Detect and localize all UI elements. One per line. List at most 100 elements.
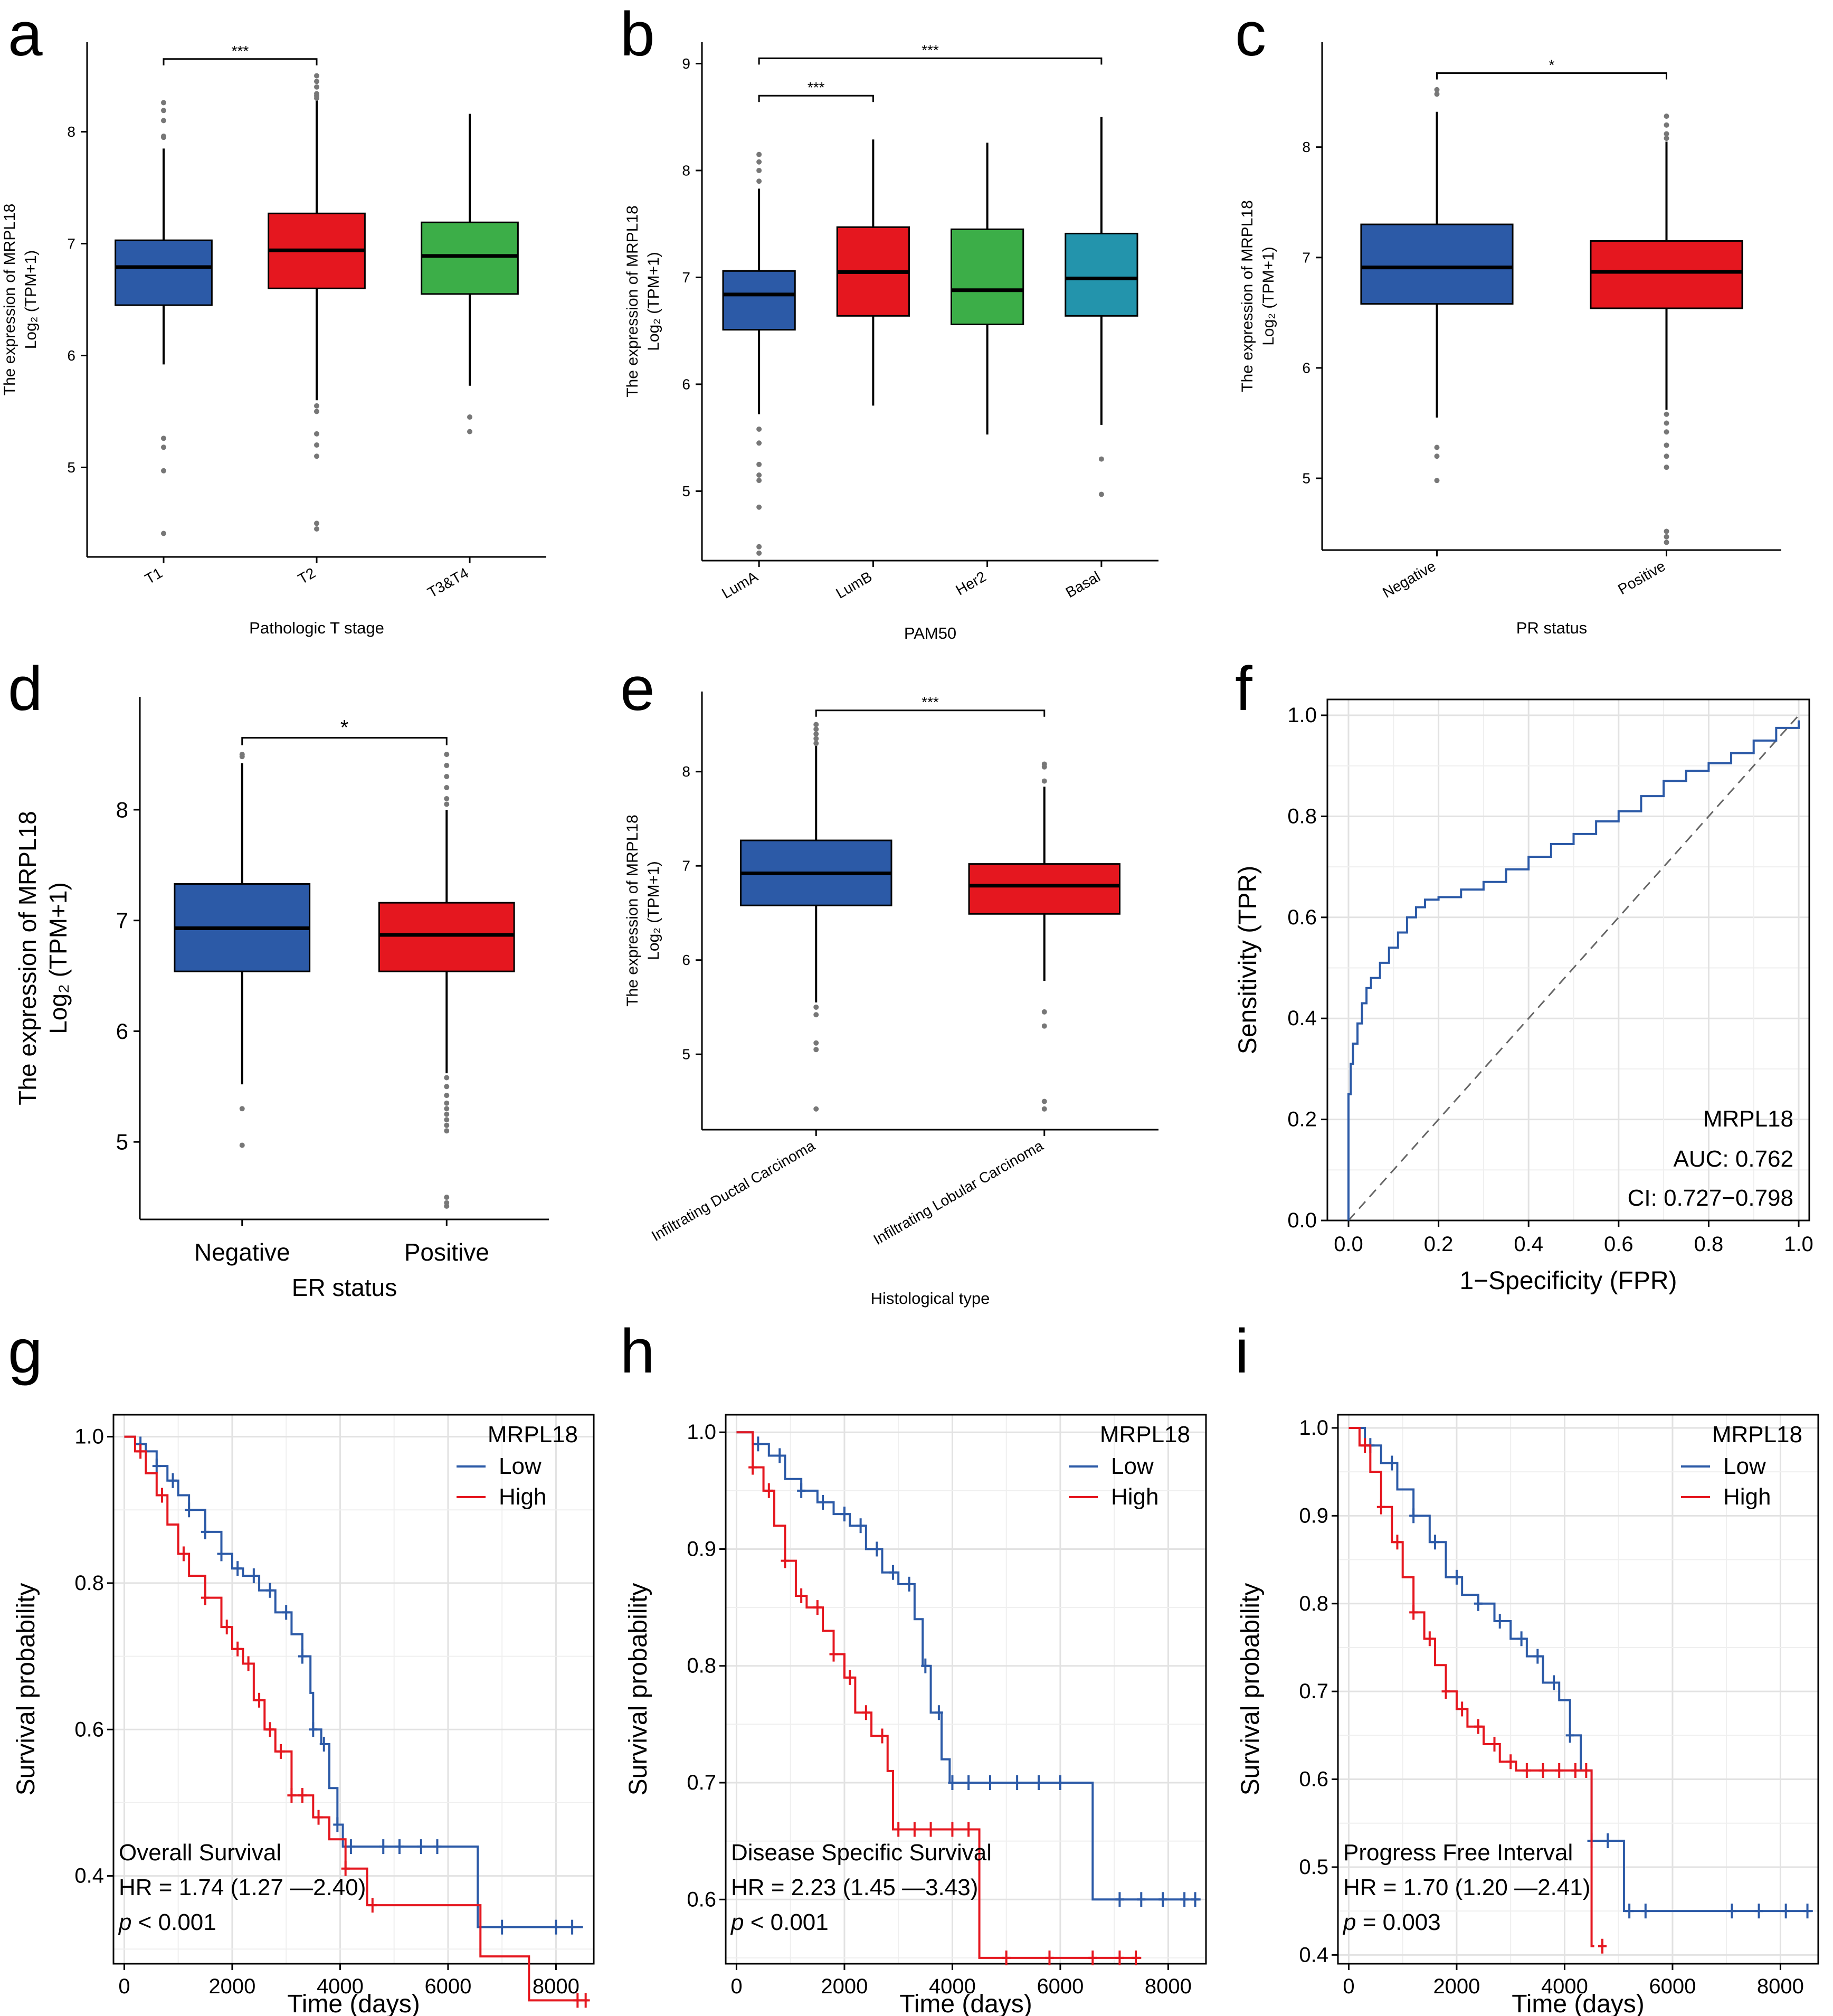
- significance-label: *: [1549, 57, 1555, 73]
- outlier-point: [161, 436, 166, 441]
- x-tick-label: 8000: [533, 1975, 580, 1998]
- box-basal: [1065, 232, 1138, 317]
- y-tick-label: 5: [1302, 470, 1310, 487]
- outlier-point: [1098, 491, 1104, 497]
- significance-label: ***: [232, 43, 249, 59]
- outlier-point: [1041, 1009, 1047, 1015]
- box-her2: [951, 228, 1024, 326]
- outlier-point: [444, 774, 450, 780]
- panel-h: h 0 2000 4000 6000 8000 0.6 0.7 0.8 0.9 1.0 Time (d…: [620, 1317, 1207, 2016]
- outlier-point: [314, 91, 319, 97]
- box-t1: [115, 239, 213, 306]
- panel-e: e 5 6 7 8 Infiltrating Ductal Carcinoma Infilt…: [620, 654, 1158, 1308]
- outlier-point: [444, 1200, 450, 1206]
- outlier-point: [239, 1142, 245, 1148]
- x-tick-label: Negative: [1380, 557, 1438, 601]
- y-tick-label: 9: [682, 55, 690, 72]
- panel-b: b 5 6 7 8 9 LumA LumB Her2 Basal *** *** PAM50 The ex…: [620, 0, 1158, 642]
- legend-label-high: High: [1111, 1484, 1159, 1510]
- outlier-point: [756, 472, 762, 478]
- outlier-point: [1664, 135, 1669, 141]
- y-axis-title-line2: Log₂ (TPM+1): [645, 861, 662, 960]
- outlier-point: [1041, 778, 1047, 784]
- km-curve-high: [124, 1435, 588, 2002]
- y-tick-label: 0.0: [1287, 1209, 1317, 1232]
- x-tick-label: 1.0: [1784, 1233, 1813, 1256]
- roc-auc-label: AUC: 0.762: [1674, 1146, 1793, 1172]
- panel-c: c 5 6 7 8 Negative Positive * PR status The expre…: [1235, 0, 1781, 637]
- legend-label-high: High: [1723, 1484, 1771, 1510]
- y-axis-title-line1: The expression of MRPL18: [624, 205, 641, 397]
- km-curve-high: [736, 1431, 1142, 1959]
- x-tick-label: T3&T4: [425, 564, 471, 601]
- panel-i: i 0 2000 4000 6000 8000 0.4 0.5 0.6 0.7 0.8 0.9 1.0 T…: [1235, 1317, 1819, 2016]
- outlier-point: [756, 178, 762, 184]
- outlier-point: [161, 108, 166, 113]
- outlier-point: [1664, 420, 1669, 426]
- outlier-point: [314, 73, 319, 79]
- outlier-point: [756, 152, 762, 157]
- outlier-point: [444, 1117, 450, 1123]
- significance-bracket: [241, 737, 448, 745]
- legend-label-low: Low: [1111, 1453, 1154, 1479]
- x-tick-label: 0.8: [1694, 1233, 1724, 1256]
- y-tick-label: 0.2: [1287, 1108, 1317, 1131]
- y-tick-label: 0.4: [1299, 1943, 1328, 1966]
- outlier-point: [813, 722, 819, 727]
- plot-border: [1337, 1414, 1819, 1965]
- y-tick-label: 7: [682, 858, 690, 874]
- y-tick-label: 7: [116, 908, 128, 933]
- outlier-point: [1664, 429, 1669, 435]
- x-tick-label: 0.2: [1424, 1233, 1454, 1256]
- legend-label-low: Low: [499, 1453, 542, 1479]
- outlier-point: [756, 544, 762, 550]
- plot-border: [725, 1414, 1207, 1965]
- x-axis-title: Histological type: [871, 1289, 990, 1308]
- x-tick-label: 4000: [1541, 1975, 1588, 1998]
- outlier-point: [1664, 411, 1669, 417]
- x-axis-title: PR status: [1516, 619, 1587, 637]
- significance-bracket: [1436, 72, 1667, 80]
- outlier-point: [1041, 1106, 1047, 1112]
- annotation-hr: HR = 1.74 (1.27 —2.40): [119, 1875, 366, 1900]
- outlier-point: [1664, 113, 1669, 119]
- roc-gene-label: MRPL18: [1703, 1106, 1793, 1132]
- significance-bracket: [815, 709, 1046, 717]
- km-curve-low: [1348, 1426, 1813, 1913]
- y-tick-label: 6: [682, 952, 690, 968]
- y-axis-title-line2: Log₂ (TPM+1): [645, 252, 662, 351]
- y-tick-label: 1.0: [687, 1421, 716, 1444]
- outlier-point: [314, 431, 319, 437]
- x-tick-label: 8000: [1757, 1975, 1804, 1998]
- roc-ci-label: CI: 0.727−0.798: [1628, 1185, 1793, 1211]
- outlier-point: [1434, 453, 1440, 459]
- km-curve-high: [1348, 1426, 1594, 1947]
- annotation-p-symbol: p: [1342, 1909, 1356, 1935]
- outlier-point: [1664, 534, 1669, 540]
- y-axis-title-line2: Log₂ (TPM+1): [44, 882, 72, 1034]
- y-tick-label: 0.6: [687, 1888, 716, 1911]
- reference-diagonal: [1347, 715, 1800, 1221]
- outlier-point: [314, 403, 319, 409]
- annotation-hr: HR = 2.23 (1.45 —3.43): [731, 1875, 978, 1900]
- legend-label-high: High: [499, 1484, 547, 1510]
- box-t3-t4: [421, 221, 519, 295]
- outlier-point: [756, 461, 762, 467]
- panel-label: d: [8, 654, 43, 724]
- outlier-point: [813, 1004, 819, 1010]
- legend-title: MRPL18: [1100, 1422, 1190, 1447]
- y-tick-label: 0.8: [1299, 1592, 1328, 1615]
- outlier-point: [314, 442, 319, 448]
- roc-curve: [1347, 720, 1800, 1220]
- x-tick-label: Her2: [953, 568, 989, 598]
- outlier-point: [161, 444, 166, 450]
- significance-bracket: [758, 94, 874, 102]
- outlier-point: [756, 440, 762, 446]
- y-tick-label: 5: [682, 1046, 690, 1063]
- x-tick-label: Positive: [1615, 557, 1668, 598]
- significance-bracket: [163, 58, 318, 65]
- outlier-point: [1664, 131, 1669, 137]
- outlier-point: [444, 1195, 450, 1200]
- x-tick-label: 2000: [821, 1975, 868, 1998]
- y-tick-label: 6: [1302, 359, 1310, 376]
